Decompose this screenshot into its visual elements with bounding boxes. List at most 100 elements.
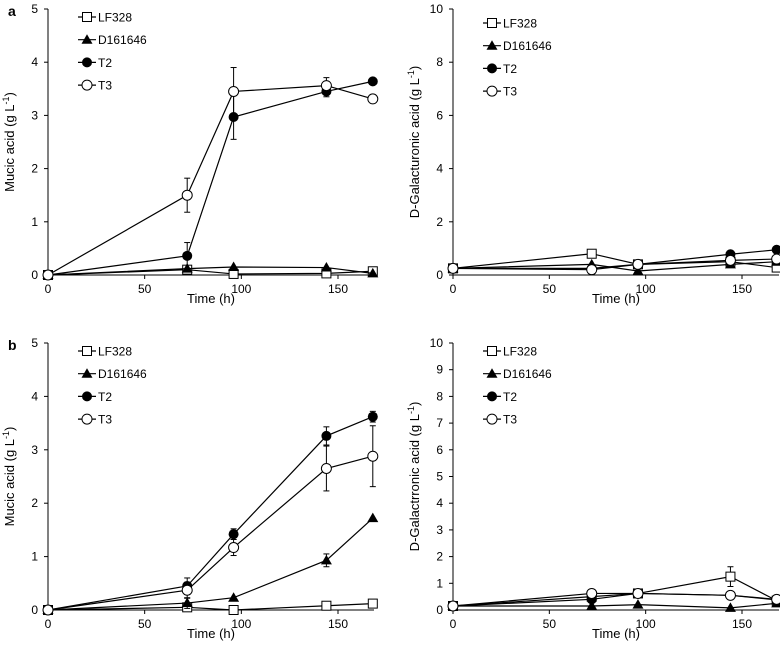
legend-marker <box>487 368 498 378</box>
data-point <box>228 592 239 602</box>
y-tick-label: 4 <box>31 55 38 69</box>
x-tick-label: 0 <box>450 282 457 296</box>
legend-label: LF328 <box>503 345 537 359</box>
y-axis-title-main: Mucic acid (g L <box>2 104 17 191</box>
data-point <box>228 262 239 272</box>
legend-label: T3 <box>503 85 517 99</box>
legend-marker <box>83 13 92 22</box>
x-axis-title: Time (h) <box>187 626 235 641</box>
y-axis-title: Mucic acid (g L-1) <box>1 92 17 192</box>
y-axis-title-sup: -1 <box>406 406 416 414</box>
data-point <box>321 431 331 441</box>
legend-label: T3 <box>98 413 112 427</box>
legend-label: D161646 <box>98 367 147 381</box>
legend-marker <box>82 34 93 44</box>
series-line <box>48 81 373 275</box>
legend-label: T2 <box>503 62 517 76</box>
y-axis-title-end: ) <box>407 66 422 70</box>
legend-marker <box>82 57 92 67</box>
legend-label: T2 <box>98 56 112 70</box>
legend-label: T2 <box>98 390 112 404</box>
data-point <box>368 451 378 461</box>
data-point <box>587 265 597 275</box>
y-tick-label: 0 <box>436 603 443 617</box>
data-point <box>772 254 780 264</box>
data-point <box>587 249 596 258</box>
legend-label: D161646 <box>503 367 552 381</box>
y-tick-label: 4 <box>436 496 443 510</box>
y-axis-title-sup: -1 <box>406 70 416 78</box>
series-LF328 <box>44 599 378 614</box>
series-T3 <box>448 254 780 275</box>
y-axis-title-end: ) <box>2 92 17 96</box>
data-point <box>726 572 735 581</box>
y-tick-label: 9 <box>436 363 443 377</box>
data-point <box>633 259 643 269</box>
legend-marker <box>82 391 92 401</box>
x-axis-title: Time (h) <box>592 291 640 306</box>
y-tick-label: 8 <box>436 389 443 403</box>
y-tick-label: 3 <box>436 523 443 537</box>
y-tick-label: 8 <box>436 55 443 69</box>
x-tick-label: 150 <box>732 617 752 631</box>
data-point <box>321 81 331 91</box>
y-tick-label: 6 <box>436 443 443 457</box>
y-tick-label: 10 <box>430 336 444 350</box>
legend-label: LF328 <box>503 17 537 31</box>
series-T3 <box>43 426 378 615</box>
data-point <box>229 606 238 615</box>
x-tick-label: 150 <box>328 282 348 296</box>
legend-marker <box>487 86 497 96</box>
x-tick-label: 50 <box>543 617 557 631</box>
y-tick-label: 2 <box>436 550 443 564</box>
x-axis-title: Time (h) <box>592 626 640 641</box>
y-tick-label: 3 <box>31 443 38 457</box>
legend-marker <box>82 368 93 378</box>
data-point <box>725 590 735 600</box>
legend-marker <box>487 40 498 50</box>
series-D161646 <box>43 513 379 614</box>
data-point <box>367 513 378 523</box>
data-point <box>368 94 378 104</box>
data-point <box>448 263 458 273</box>
y-axis-title-main: D-Galactrronic acid (g L <box>407 414 422 551</box>
legend-label: T2 <box>503 390 517 404</box>
panel-label: a <box>8 3 16 19</box>
data-point <box>368 76 378 86</box>
y-axis-title-main: D-Galacturonic acid (g L <box>407 78 422 218</box>
data-point <box>587 588 597 598</box>
data-point <box>368 412 378 422</box>
y-axis-title-sup: -1 <box>1 96 11 104</box>
legend-marker <box>488 347 497 356</box>
legend-label: D161646 <box>503 39 552 53</box>
x-tick-label: 150 <box>328 617 348 631</box>
data-point <box>229 543 239 553</box>
legend-marker <box>487 391 497 401</box>
y-tick-label: 0 <box>31 603 38 617</box>
data-point <box>182 190 192 200</box>
data-point <box>322 601 331 610</box>
series-T3 <box>43 68 378 280</box>
y-tick-label: 6 <box>436 108 443 122</box>
y-tick-label: 1 <box>31 215 38 229</box>
data-point <box>725 255 735 265</box>
data-point <box>43 270 53 280</box>
x-tick-label: 50 <box>138 282 152 296</box>
y-tick-label: 10 <box>430 2 444 16</box>
data-point <box>321 463 331 473</box>
data-point <box>229 86 239 96</box>
data-point <box>448 601 458 611</box>
panel-label: b <box>8 337 17 353</box>
y-tick-label: 5 <box>31 2 38 16</box>
legend-marker <box>83 347 92 356</box>
y-tick-label: 1 <box>436 576 443 590</box>
y-axis-title: D-Galacturonic acid (g L-1) <box>406 66 422 219</box>
y-tick-label: 0 <box>436 268 443 282</box>
y-tick-label: 2 <box>31 162 38 176</box>
x-tick-label: 0 <box>45 617 52 631</box>
